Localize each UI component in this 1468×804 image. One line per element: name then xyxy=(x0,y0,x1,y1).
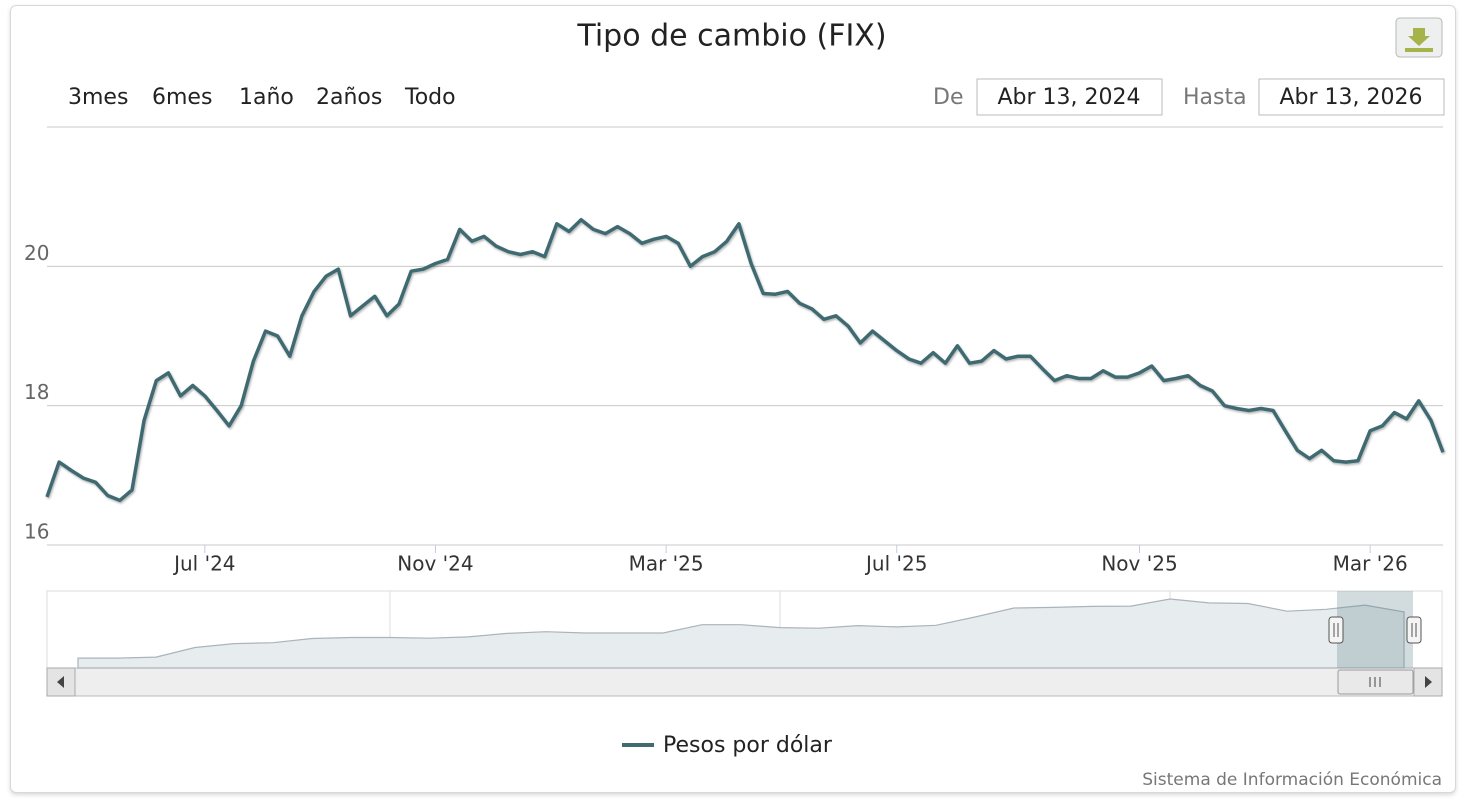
navigator-handles[interactable] xyxy=(1328,616,1422,644)
export-button[interactable] xyxy=(1395,17,1443,58)
to-label: Hasta xyxy=(1183,85,1247,110)
right-handle[interactable] xyxy=(1406,616,1422,644)
range-button[interactable]: 2años xyxy=(316,85,382,110)
series-line xyxy=(45,217,1445,503)
left-handle-grip xyxy=(1333,623,1339,637)
from-label: De xyxy=(933,85,963,110)
y-tick-label: 18 xyxy=(24,380,49,404)
credits: Sistema de Información Económica xyxy=(1142,770,1442,790)
legend-label: Pesos por dólar xyxy=(663,733,833,758)
range-button[interactable]: 1año xyxy=(239,85,294,110)
x-tick-label: Nov '25 xyxy=(1101,552,1177,576)
x-tick-label: Jul '24 xyxy=(172,552,235,576)
to-date[interactable]: Abr 13, 2026 xyxy=(1279,85,1422,110)
thumb-grip xyxy=(1369,677,1381,687)
right-arrow[interactable] xyxy=(1425,676,1432,688)
chart-title: Tipo de cambio (FIX) xyxy=(576,19,886,54)
range-button[interactable]: 6mes xyxy=(152,85,212,110)
left-arrow[interactable] xyxy=(57,676,64,688)
x-tick-label: Mar '25 xyxy=(629,552,704,576)
x-tick-label: Mar '26 xyxy=(1333,552,1408,576)
navigator-mask[interactable] xyxy=(1337,591,1413,668)
from-date[interactable]: Abr 13, 2024 xyxy=(997,85,1140,110)
scrollbar-track[interactable] xyxy=(46,667,1443,697)
navigator-area xyxy=(77,598,1405,669)
x-tick-label: Nov '24 xyxy=(397,552,473,576)
right-handle-grip xyxy=(1411,623,1417,637)
y-tick-label: 20 xyxy=(24,241,49,265)
x-tick-label: Jul '25 xyxy=(864,552,927,576)
y-tick-label: 16 xyxy=(24,520,49,544)
from-input[interactable] xyxy=(976,78,1163,116)
left-handle[interactable] xyxy=(1328,616,1344,644)
range-button[interactable]: 3mes xyxy=(68,85,128,110)
to-input[interactable] xyxy=(1258,78,1445,116)
export-icon[interactable] xyxy=(1405,28,1433,52)
range-button[interactable]: Todo xyxy=(404,85,456,110)
